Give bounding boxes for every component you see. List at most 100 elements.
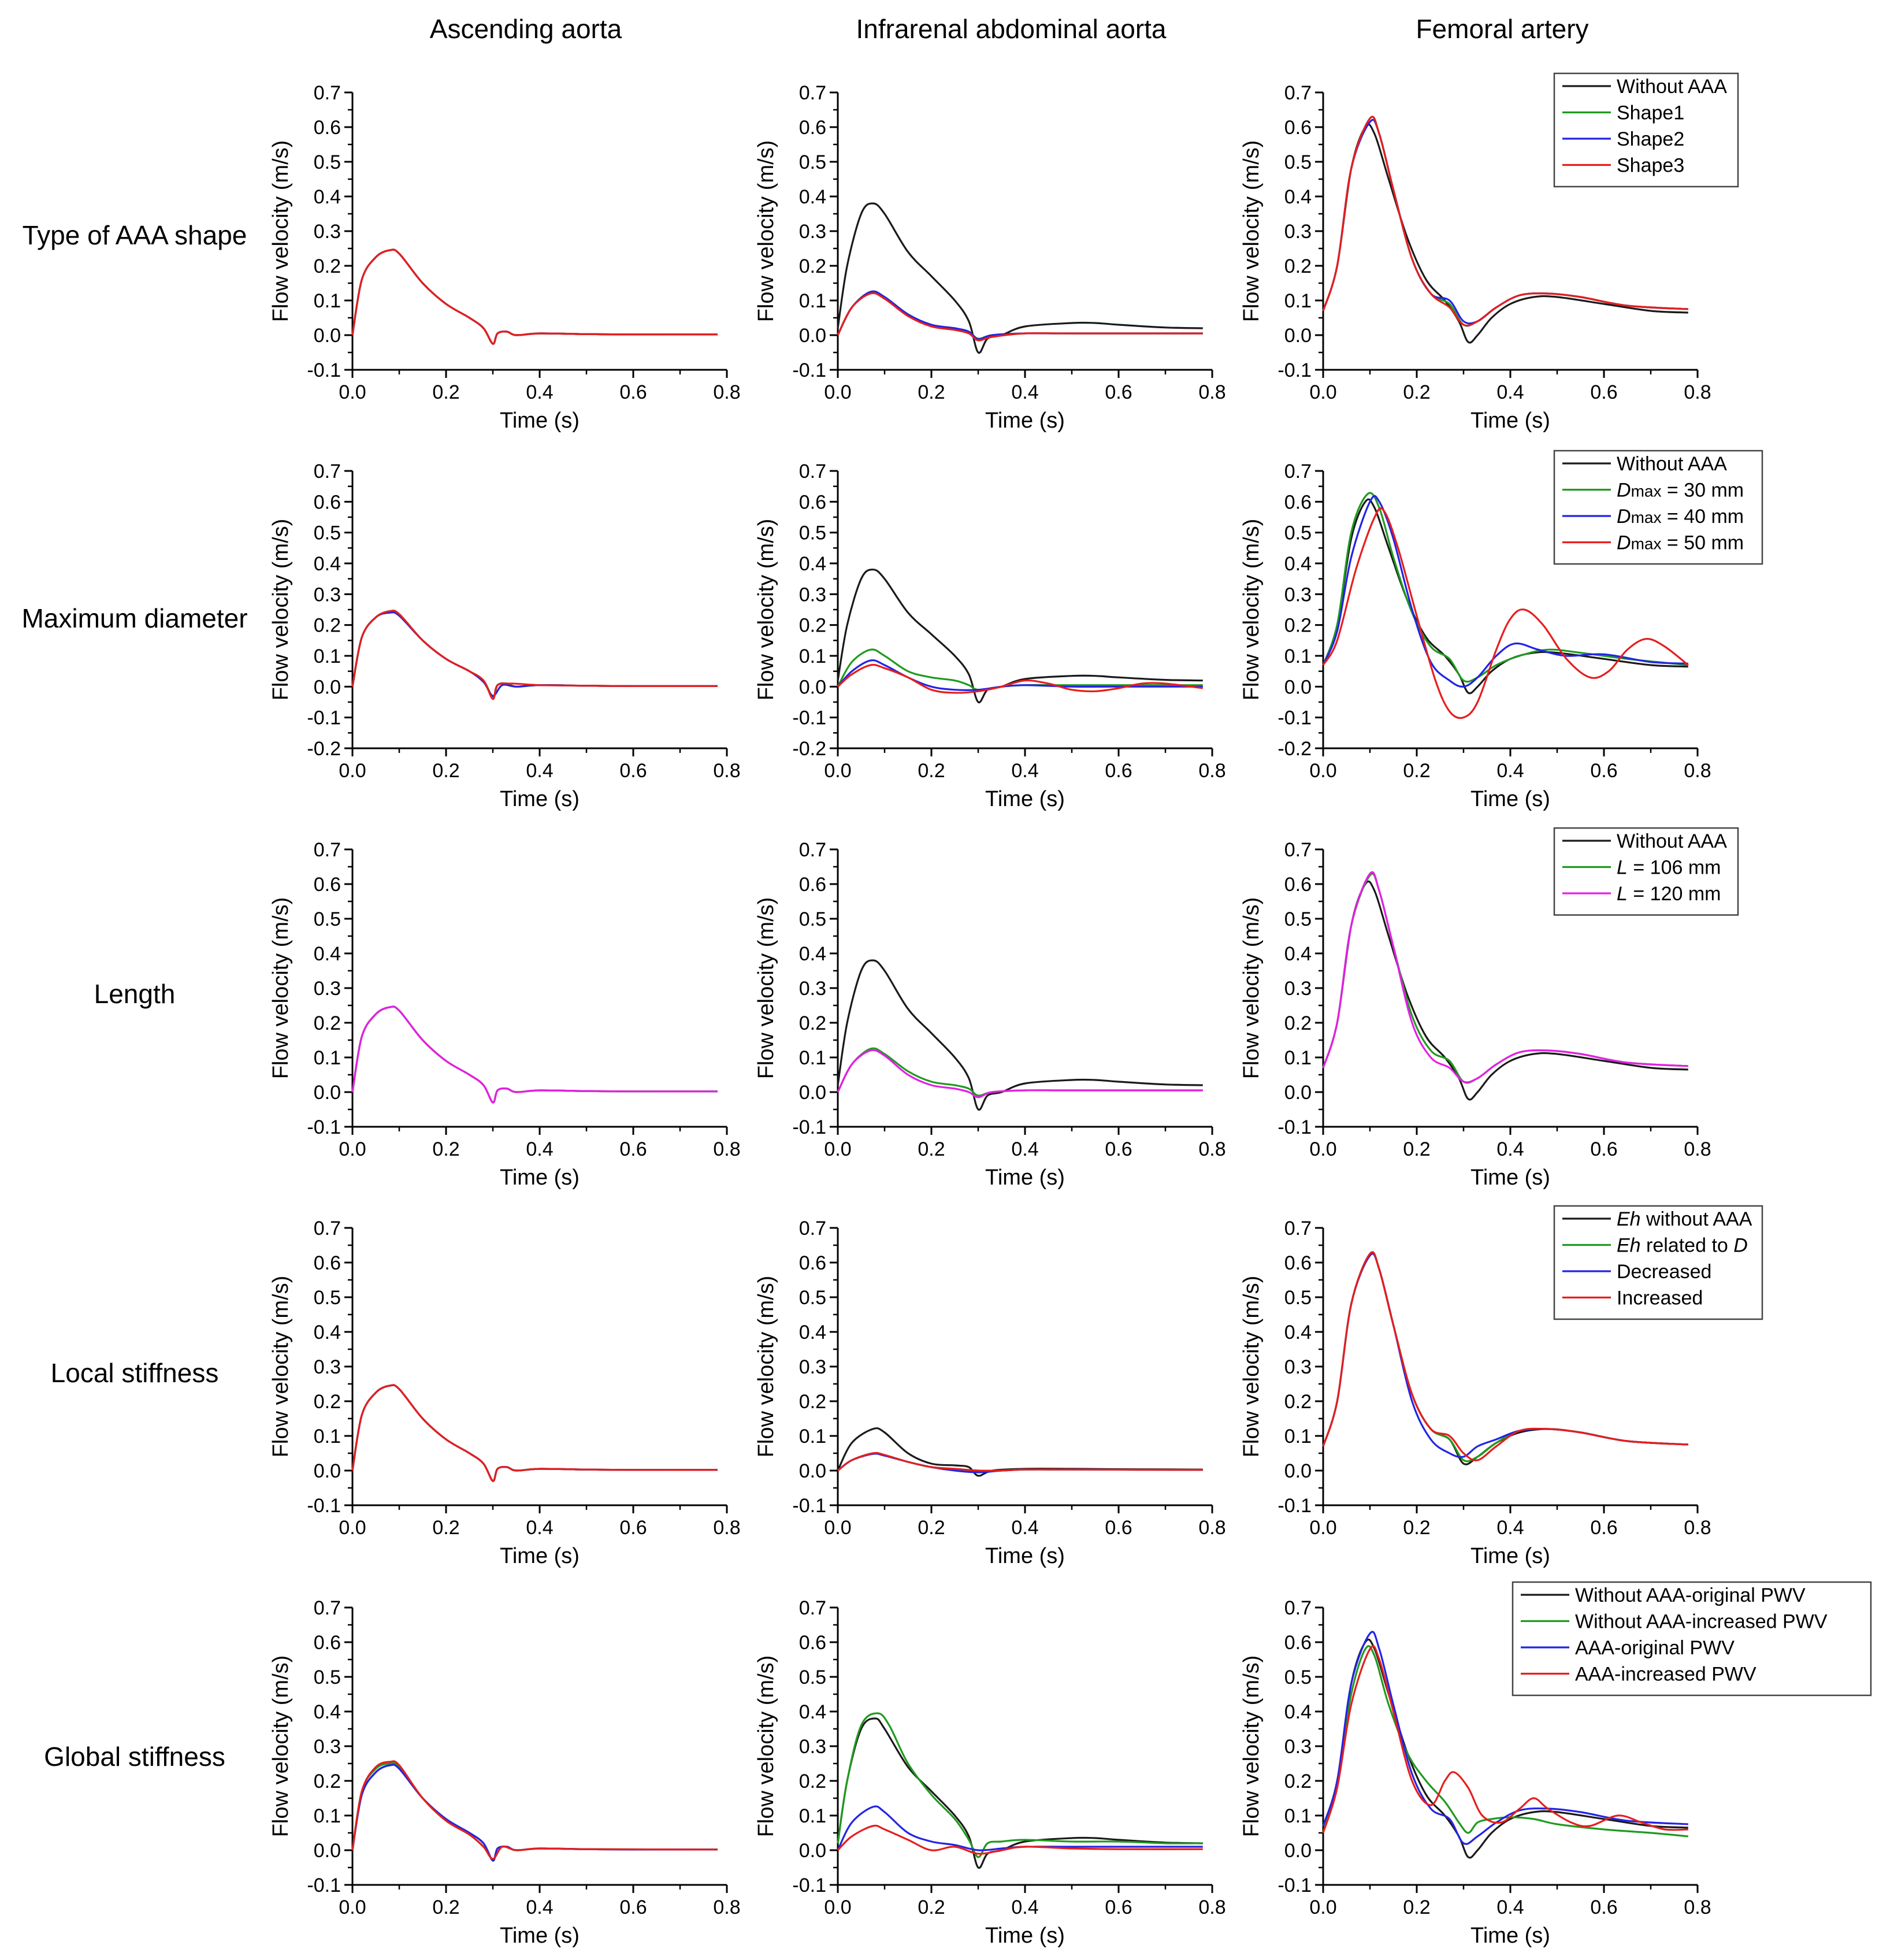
y-tick-label: 0.1 — [1284, 645, 1312, 667]
x-tick-label: 0.0 — [1309, 1138, 1336, 1160]
x-tick-label: 0.8 — [1684, 1517, 1711, 1539]
legend-label: L = 120 mm — [1617, 883, 1721, 905]
x-tick-label: 0.6 — [1590, 1138, 1617, 1160]
y-tick-label: 0.6 — [1284, 491, 1312, 513]
x-tick-label: 0.6 — [619, 1517, 647, 1539]
row-label-maximum-diameter: Maximum diameter — [21, 603, 247, 633]
x-tick-label: 0.6 — [619, 1138, 647, 1160]
y-tick-label: 0.0 — [799, 676, 826, 698]
legend-box — [1512, 1581, 1872, 1697]
y-tick-label: -0.1 — [307, 359, 341, 381]
legend-label: AAA-increased PWV — [1575, 1664, 1756, 1686]
series-line-aaa-original-pwv — [351, 1764, 718, 1862]
x-axis-label: Time (s) — [500, 1924, 580, 1948]
panel-r1-infrarenal-abdominal-aorta: 0.0 0.2 0.4 0.6 0.8-0.10.00.10.20.30.40.50.6… — [754, 82, 1226, 433]
x-tick-label: 0.2 — [1403, 1517, 1430, 1539]
series-line-dmax-40-mm — [837, 659, 1203, 691]
series-line-l-106-mm — [837, 1047, 1203, 1097]
y-tick-label: 0.4 — [799, 943, 826, 965]
x-axis-label: Time (s) — [985, 1924, 1065, 1948]
y-tick-label: 0.0 — [314, 676, 341, 698]
y-tick-label: 0.6 — [314, 491, 341, 513]
y-tick-label: 0.1 — [1284, 1426, 1312, 1447]
x-tick-label: 0.2 — [1403, 760, 1430, 782]
y-tick-label: 0.5 — [1284, 908, 1312, 930]
y-tick-label: 0.1 — [1284, 290, 1312, 312]
row-label-global-stiffness: Global stiffness — [44, 1742, 225, 1772]
x-tick-label: 0.8 — [1198, 1896, 1225, 1918]
y-tick-label: -0.1 — [307, 707, 341, 729]
x-tick-label: 0.0 — [339, 760, 366, 782]
y-axis-label: Flow velocity (m/s) — [754, 1276, 778, 1458]
x-tick-label: 0.4 — [526, 1896, 553, 1918]
y-tick-label: 0.7 — [799, 82, 826, 104]
y-tick-label: 0.4 — [799, 1321, 826, 1343]
legend-label-part: = 106 mm — [1628, 857, 1721, 879]
x-tick-label: 0.0 — [824, 1138, 851, 1160]
y-tick-label: 0.7 — [314, 1217, 341, 1239]
y-tick-label: -0.1 — [792, 707, 826, 729]
legend-label-part: = 50 mm — [1661, 532, 1744, 554]
y-tick-label: -0.1 — [1277, 1495, 1312, 1517]
x-tick-label: 0.8 — [713, 381, 740, 403]
x-axis-label: Time (s) — [1470, 409, 1550, 433]
y-tick-label: 0.4 — [799, 553, 826, 575]
legend-label-part: Eh — [1617, 1208, 1641, 1230]
series-line-shape2 — [837, 290, 1203, 340]
series-line-without-aaa-original-pwv — [837, 1717, 1203, 1869]
x-tick-label: 0.2 — [1403, 1138, 1430, 1160]
series-line-dmax-30-mm — [1322, 492, 1688, 683]
x-tick-label: 0.8 — [713, 760, 740, 782]
y-tick-label: -0.1 — [1277, 1874, 1312, 1896]
y-tick-label: 0.4 — [1284, 553, 1312, 575]
y-tick-label: 0.1 — [314, 1047, 341, 1069]
x-tick-label: 0.0 — [339, 1138, 366, 1160]
y-tick-label: -0.1 — [307, 1874, 341, 1896]
y-tick-label: 0.4 — [314, 943, 341, 965]
legend-label-part: AAA-increased PWV — [1575, 1664, 1756, 1686]
y-tick-label: 0.0 — [799, 325, 826, 347]
y-tick-label: 0.0 — [799, 1082, 826, 1104]
legend-label-part: Increased — [1617, 1287, 1703, 1309]
series-line-shape3 — [837, 292, 1203, 341]
legend-label-part: = 120 mm — [1628, 883, 1721, 905]
y-tick-label: 0.4 — [1284, 943, 1312, 965]
y-tick-label: 0.5 — [314, 1287, 341, 1309]
series-line-aaa-increased-pwv — [1322, 1645, 1688, 1833]
y-tick-label: 0.2 — [799, 1770, 826, 1792]
y-tick-label: 0.2 — [799, 615, 826, 637]
y-tick-label: -0.1 — [1277, 359, 1312, 381]
x-tick-label: 0.4 — [1496, 381, 1524, 403]
panel-r1-ascending-aorta: 0.0 0.2 0.4 0.6 0.8-0.10.00.10.20.30.40.50.6… — [269, 82, 741, 433]
series-line-aaa-increased-pwv — [351, 1760, 718, 1860]
y-tick-label: 0.2 — [1284, 615, 1312, 637]
x-tick-label: 0.6 — [619, 760, 647, 782]
y-tick-label: 0.6 — [799, 1632, 826, 1654]
y-tick-label: 0.2 — [314, 1391, 341, 1413]
y-tick-label: 0.7 — [799, 1217, 826, 1239]
panel-r4-infrarenal-abdominal-aorta: 0.0 0.2 0.4 0.6 0.8-0.10.00.10.20.30.40.50.6… — [754, 1217, 1226, 1568]
y-tick-label: 0.1 — [799, 1426, 826, 1447]
x-tick-label: 0.8 — [1198, 760, 1225, 782]
y-tick-label: 0.7 — [799, 461, 826, 482]
panel-r4-ascending-aorta: 0.0 0.2 0.4 0.6 0.8-0.10.00.10.20.30.40.50.6… — [269, 1217, 741, 1568]
x-axis-label: Time (s) — [1470, 1165, 1550, 1190]
x-tick-label: 0.0 — [339, 1896, 366, 1918]
y-tick-label: -0.1 — [792, 1874, 826, 1896]
x-tick-label: 0.4 — [526, 1517, 553, 1539]
y-tick-label: 0.1 — [314, 1426, 341, 1447]
x-tick-label: 0.0 — [1309, 381, 1336, 403]
x-tick-label: 0.0 — [824, 760, 851, 782]
legend-label: Eh without AAA — [1617, 1208, 1752, 1230]
y-tick-label: 0.4 — [1284, 1321, 1312, 1343]
x-axis-label: Time (s) — [1470, 1924, 1550, 1948]
column-title-ascending-aorta: Ascending aorta — [430, 14, 622, 44]
panel-r5-femoral-artery: 0.0 0.2 0.4 0.6 0.8-0.10.00.10.20.30.40.50.6… — [1239, 1597, 1711, 1948]
y-tick-label: 0.5 — [1284, 1287, 1312, 1309]
legend-label: Dmax = 40 mm — [1617, 506, 1744, 528]
y-tick-label: 0.3 — [1284, 584, 1312, 606]
y-tick-label: 0.6 — [1284, 874, 1312, 896]
x-tick-label: 0.4 — [1011, 1517, 1038, 1539]
x-tick-label: 0.8 — [1684, 1138, 1711, 1160]
